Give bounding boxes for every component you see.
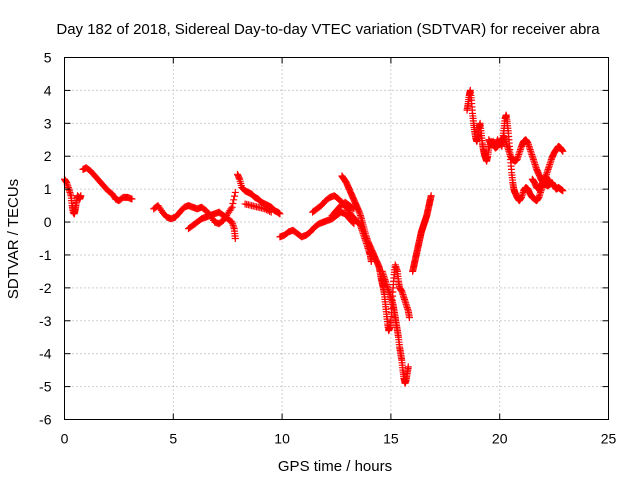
data-point (128, 195, 136, 203)
y-tick-label: -3 (39, 313, 52, 329)
data-point (266, 207, 274, 215)
data-point (261, 205, 269, 213)
data-point (404, 363, 412, 371)
y-tick-label: -1 (39, 247, 52, 263)
y-axis-label: SDTVAR / TECUs (5, 179, 22, 299)
data-point (559, 187, 567, 195)
x-tick-label: 5 (169, 431, 177, 447)
y-tick-label: 0 (44, 214, 52, 230)
x-axis-label: GPS time / hours (278, 458, 392, 475)
grid (64, 57, 609, 420)
y-tick-label: -5 (39, 379, 52, 395)
x-tick-label: 15 (383, 431, 399, 447)
x-tick-label: 0 (61, 431, 69, 447)
y-tick-label: -4 (39, 346, 52, 362)
data-point (231, 235, 239, 242)
y-tick-label: -6 (39, 412, 52, 428)
y-tick-label: 1 (44, 181, 52, 197)
y-tick-label: 4 (44, 82, 52, 98)
data-point (231, 192, 238, 200)
data-series (61, 86, 567, 387)
y-tick-label: 3 (44, 115, 52, 131)
x-tick-label: 10 (274, 431, 290, 447)
plot-frame (64, 57, 609, 420)
axis-ticks: 0 5 10 15 20 25 -6 -5 -4 -3 -2 -1 0 1 2 3 4 5 (39, 50, 616, 447)
y-tick-label: 5 (44, 50, 52, 66)
data-point (276, 210, 284, 218)
y-tick-label: -2 (39, 280, 52, 296)
x-tick-label: 20 (492, 431, 508, 447)
data-point (427, 192, 435, 200)
chart-title: Day 182 of 2018, Sidereal Day-to-day VTE… (56, 21, 600, 38)
data-point (267, 208, 275, 216)
data-point (228, 203, 236, 211)
data-point (262, 206, 270, 214)
data-point (559, 147, 567, 155)
data-point (546, 180, 554, 188)
x-tick-label: 25 (601, 431, 617, 447)
data-point (229, 200, 237, 208)
data-point (227, 205, 235, 213)
data-point (231, 188, 239, 196)
data-point (264, 207, 272, 215)
y-tick-label: 2 (44, 148, 52, 164)
data-point (405, 313, 413, 321)
data-point (230, 196, 238, 204)
data-point (77, 192, 85, 200)
